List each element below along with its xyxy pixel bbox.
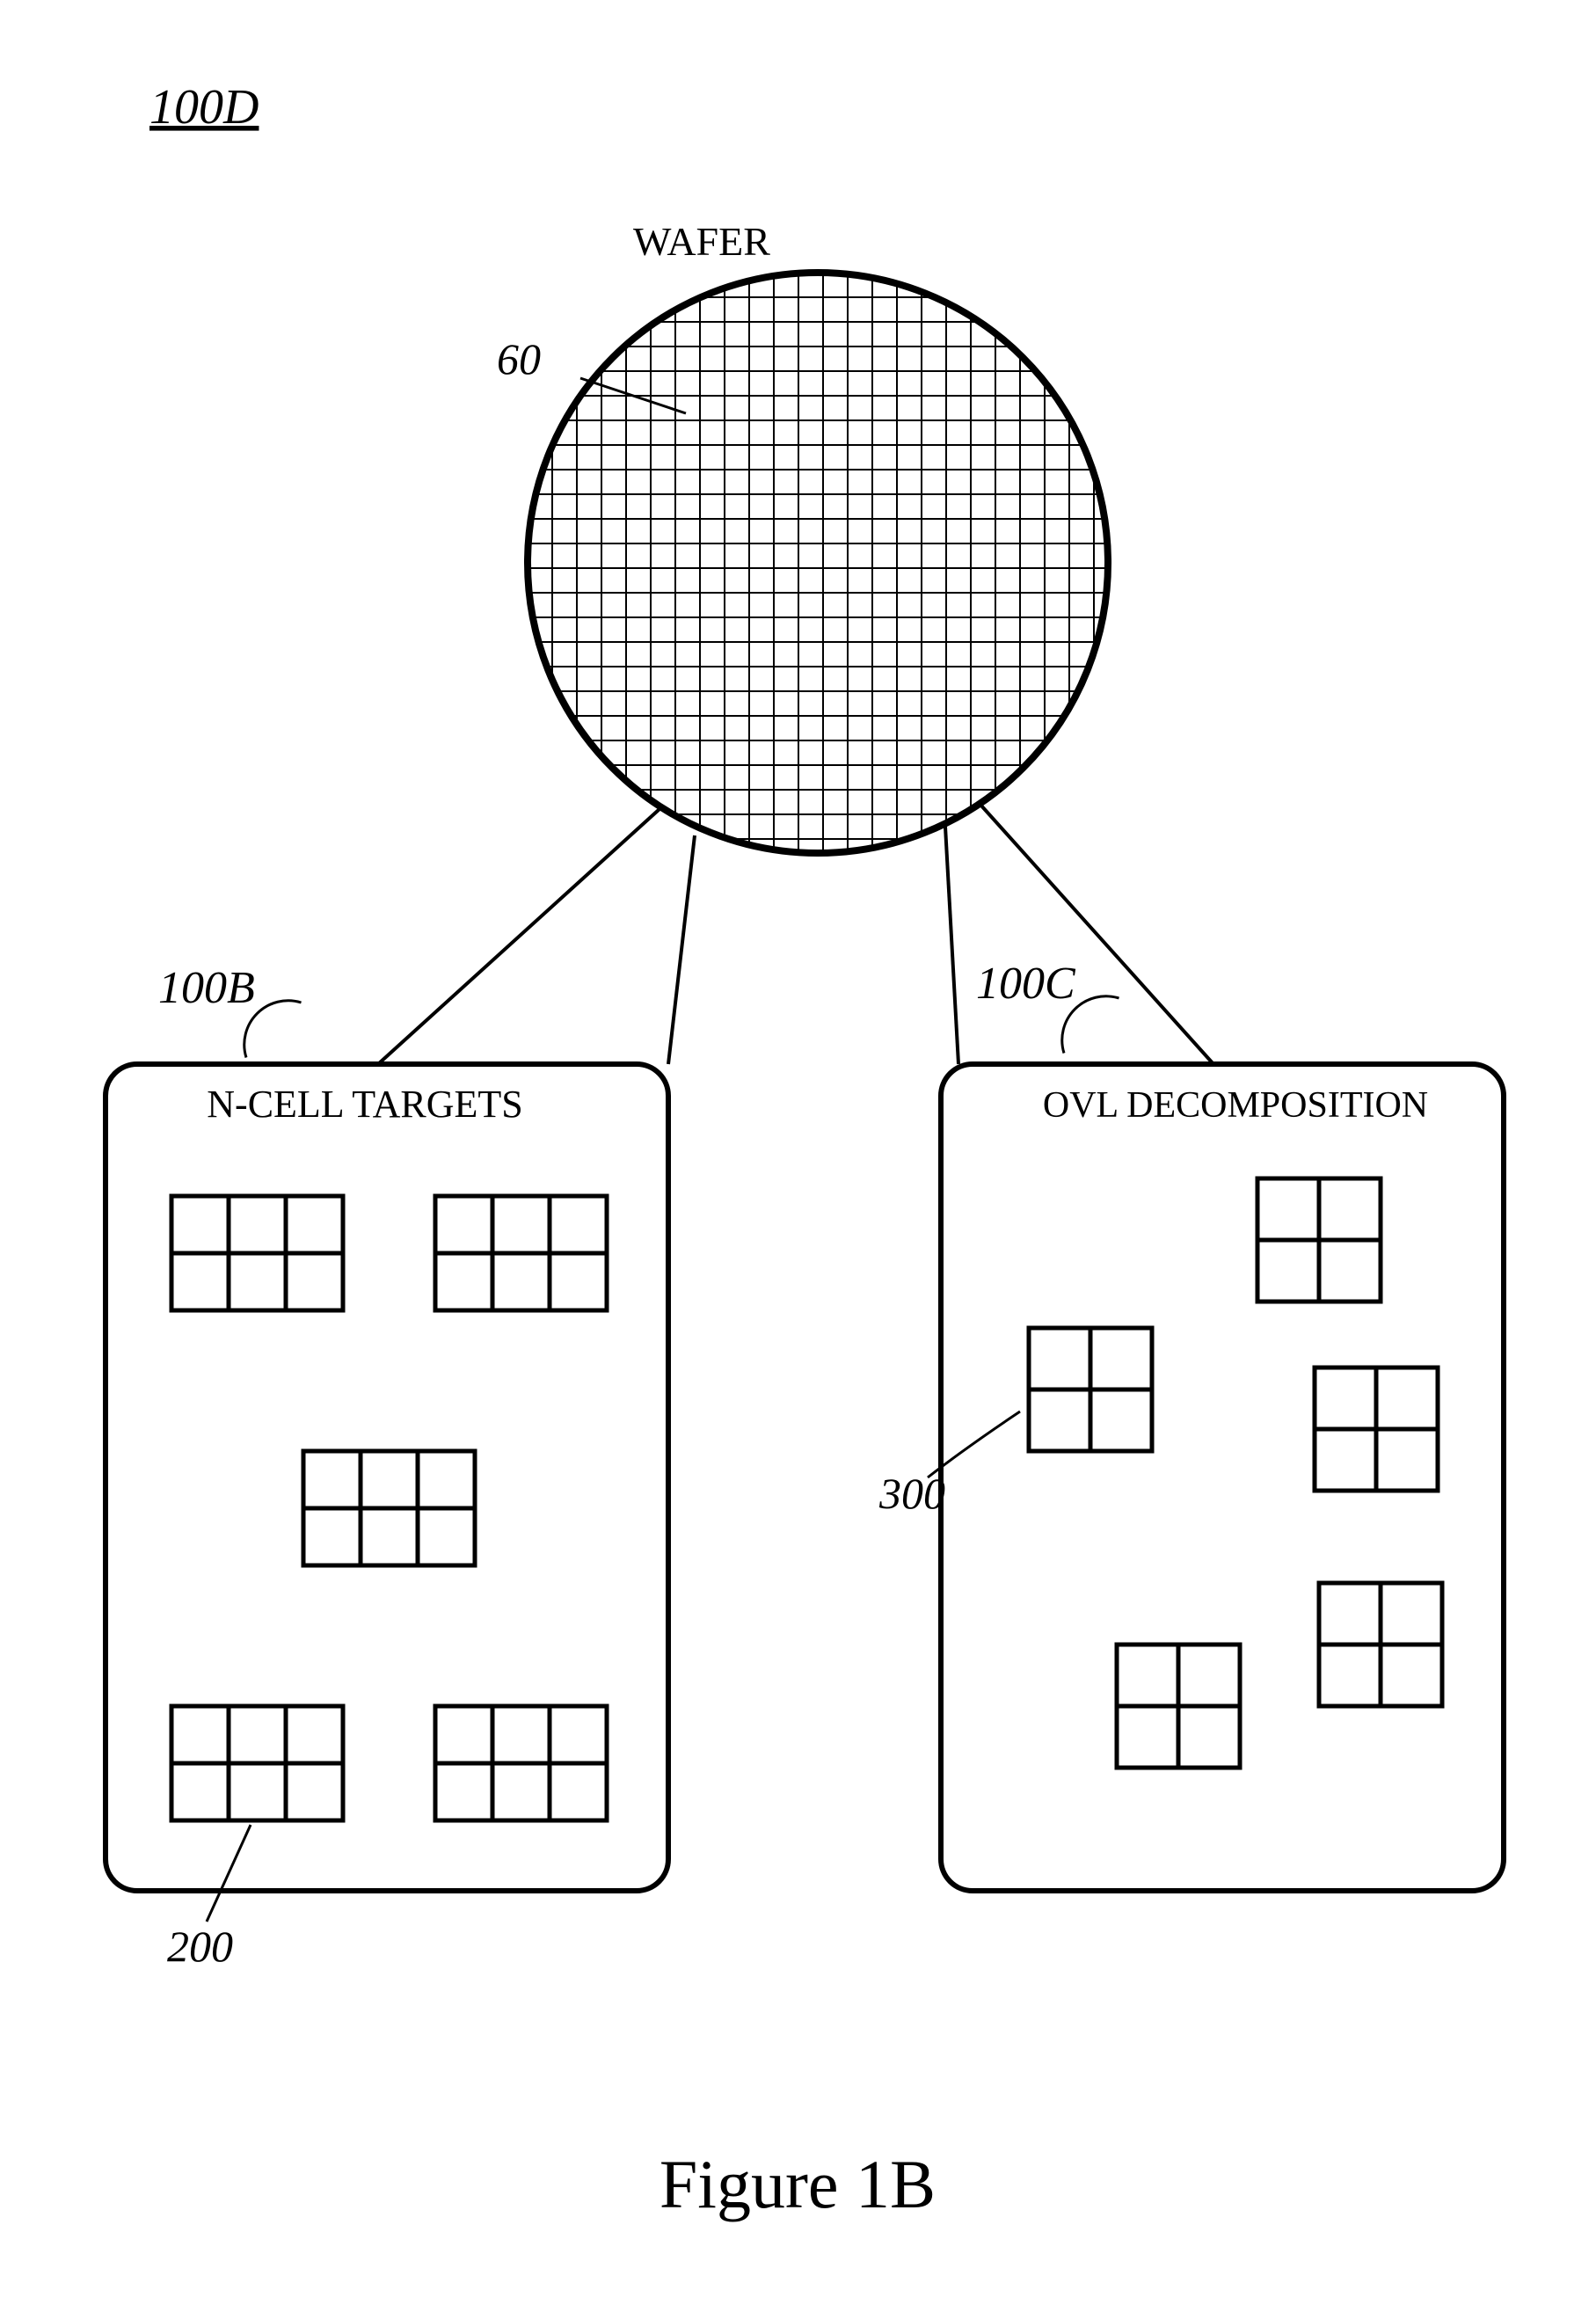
left-ref: 100B xyxy=(158,963,255,1013)
wafer-ref: 60 xyxy=(497,334,541,383)
right-connector xyxy=(980,805,1213,1064)
wafer-label: WAFER xyxy=(633,219,770,264)
left-title: N-CELL TARGETS xyxy=(207,1083,522,1126)
left-connector xyxy=(378,809,660,1064)
diagram-ref: 100D xyxy=(149,80,259,135)
left-target-ref: 200 xyxy=(167,1922,233,1971)
left-connector xyxy=(668,835,695,1064)
right-connector xyxy=(945,827,958,1064)
right-target-ref: 300 xyxy=(878,1469,945,1518)
figure-label: Figure 1B xyxy=(660,2146,936,2222)
right-ref: 100C xyxy=(976,959,1076,1009)
right-title: OVL DECOMPOSITION xyxy=(1043,1085,1428,1126)
wafer xyxy=(528,273,1108,853)
left-panel xyxy=(106,1064,668,1891)
